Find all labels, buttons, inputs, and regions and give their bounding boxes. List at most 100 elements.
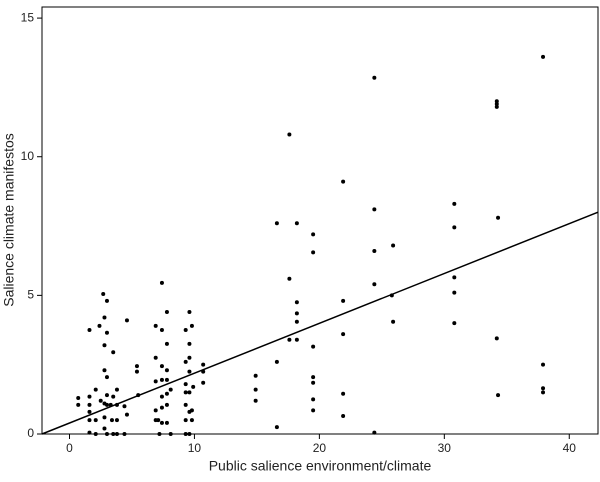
point [311, 232, 316, 237]
point [494, 99, 499, 104]
point [541, 362, 546, 367]
point [187, 390, 192, 395]
y-tick-label: 0 [27, 426, 34, 440]
point [294, 337, 299, 342]
point [287, 132, 292, 137]
point [183, 382, 188, 387]
point [109, 418, 114, 423]
point [111, 432, 116, 436]
point [287, 337, 292, 342]
point [134, 364, 139, 369]
x-tick-label: 20 [313, 441, 327, 455]
point [102, 426, 107, 431]
point [87, 409, 92, 414]
point [164, 310, 169, 314]
point [97, 323, 102, 328]
point [159, 405, 164, 410]
y-tick-label: 15 [21, 10, 35, 24]
point [191, 384, 196, 389]
point [372, 430, 377, 435]
point [183, 402, 188, 407]
point [294, 221, 299, 226]
point [187, 355, 192, 360]
point [159, 280, 164, 285]
point [311, 344, 316, 349]
point [114, 432, 119, 436]
point [93, 432, 98, 436]
point [104, 432, 109, 436]
point [124, 412, 129, 417]
point [341, 298, 346, 303]
point [274, 359, 279, 364]
point [111, 394, 116, 399]
point [153, 355, 158, 360]
point [93, 418, 98, 423]
point [253, 387, 258, 392]
point [311, 397, 316, 402]
x-tick-label: 30 [438, 441, 452, 455]
point [187, 341, 192, 346]
point [187, 310, 192, 314]
point [153, 408, 158, 413]
point [201, 362, 206, 367]
point [452, 290, 457, 295]
point [183, 328, 188, 333]
point [134, 369, 139, 374]
plot-frame [41, 6, 599, 435]
point [164, 341, 169, 346]
point [183, 359, 188, 364]
point [341, 332, 346, 337]
point [102, 368, 107, 373]
point [189, 323, 194, 328]
point [76, 395, 81, 400]
point [164, 368, 169, 373]
point [159, 394, 164, 399]
point [452, 201, 457, 206]
point [159, 420, 164, 425]
fit-line [41, 211, 599, 435]
point [159, 377, 164, 382]
point [187, 369, 192, 374]
point [87, 430, 92, 435]
point [87, 402, 92, 407]
point [156, 418, 161, 423]
point [168, 432, 173, 436]
point [159, 328, 164, 333]
point [114, 387, 119, 392]
y-axis-title: Salience climate manifestos [1, 133, 17, 307]
point [372, 249, 377, 253]
point [391, 319, 396, 324]
point [494, 336, 499, 341]
point [102, 343, 107, 348]
point [201, 380, 206, 385]
point [541, 390, 546, 395]
point [183, 432, 188, 436]
point [372, 282, 377, 287]
point [153, 379, 158, 384]
point [87, 394, 92, 399]
point [93, 387, 98, 392]
point [541, 386, 546, 391]
point [274, 221, 279, 226]
point [153, 323, 158, 328]
point [452, 225, 457, 230]
point [87, 418, 92, 423]
point [164, 377, 169, 382]
point [494, 102, 499, 107]
point [496, 393, 501, 398]
point [287, 276, 292, 281]
point [104, 393, 109, 398]
point [294, 319, 299, 324]
point [189, 418, 194, 423]
point [76, 402, 81, 407]
point [168, 387, 173, 392]
point [452, 321, 457, 326]
point [183, 418, 188, 423]
point [102, 415, 107, 420]
point [101, 291, 106, 296]
point [122, 432, 127, 436]
x-tick-label: 40 [563, 441, 577, 455]
point [164, 391, 169, 396]
